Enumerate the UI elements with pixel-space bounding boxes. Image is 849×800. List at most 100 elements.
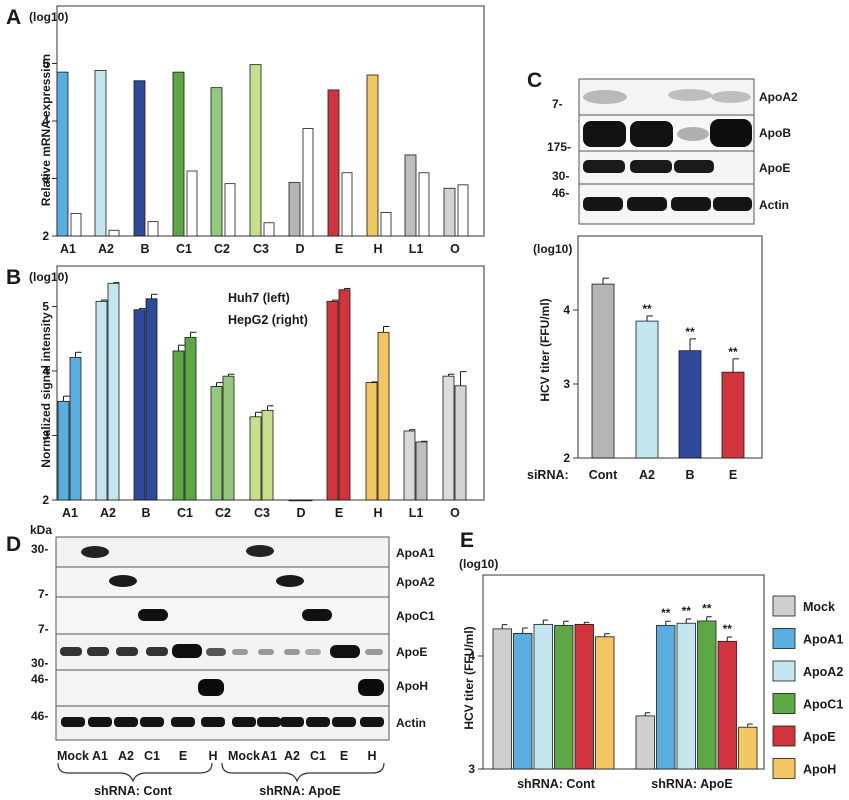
category-label-b: B <box>685 468 694 482</box>
band <box>630 121 673 147</box>
bar-c2-huh7 <box>210 386 223 501</box>
legend-label-apoa1: ApoA1 <box>803 633 843 647</box>
legend-swatch-apoc1 <box>772 693 796 714</box>
y-tick-label: 3 <box>42 429 49 443</box>
panel-a-yaxis: 2 3 4 5 <box>42 57 57 243</box>
band <box>583 121 626 147</box>
band <box>583 197 623 211</box>
group-label-e-cont: shRNA: Cont <box>517 777 596 791</box>
group-label-apoe: shRNA: ApoE <box>259 784 340 798</box>
band <box>81 546 109 558</box>
band <box>246 545 274 557</box>
band <box>284 649 300 655</box>
panel-e-log-label: (log10) <box>459 557 498 571</box>
category-label-e: E <box>335 242 343 256</box>
category-label-o: O <box>450 242 460 256</box>
bar-c1-huh7 <box>172 71 185 237</box>
panel-c-yaxis: 2 3 4 <box>563 303 578 465</box>
category-label-o: O <box>450 506 460 520</box>
group-label-e-apoe: shRNA: ApoE <box>651 777 732 791</box>
bar-e-huh7 <box>327 89 340 237</box>
category-label-a1: A1 <box>62 506 78 520</box>
panel-e-bars: ** ** ** ** <box>492 602 758 770</box>
actin-bands <box>61 717 384 727</box>
y-tick-label: 4 <box>42 114 49 128</box>
category-label-a2: A2 <box>100 506 116 520</box>
panel-a-bars <box>56 64 469 237</box>
lane-label-c1: C1 <box>144 749 160 763</box>
bar-d-hepg2 <box>300 499 313 502</box>
bar-mock-cont <box>492 628 512 770</box>
band <box>109 575 137 587</box>
bar-d-huh7 <box>288 499 301 502</box>
legend-label-apoh: ApoH <box>803 763 836 777</box>
bar-a1-hepg2 <box>70 213 82 237</box>
bar-c1-hepg2 <box>186 170 198 237</box>
band <box>302 609 332 621</box>
blot-d-apoa1 <box>55 536 390 568</box>
category-label-c3: C3 <box>253 242 269 256</box>
band <box>257 717 281 727</box>
blot-label-apoe: ApoE <box>759 161 790 175</box>
blot-label-actin-d: Actin <box>396 716 426 730</box>
band <box>232 649 248 655</box>
band <box>201 717 225 727</box>
panel-c-bars: ** ** ** <box>591 277 745 459</box>
marker-d-46b: 46- <box>31 709 48 723</box>
band <box>713 197 752 211</box>
lane-label-a1: A1 <box>261 749 277 763</box>
band <box>711 91 751 103</box>
bar-apoe-cont <box>574 623 594 770</box>
band <box>60 647 82 656</box>
significance-marker: ** <box>702 602 712 616</box>
category-label-a1: A1 <box>60 242 76 256</box>
bar-apoa2-cont <box>533 623 553 770</box>
category-label-e: E <box>335 506 343 520</box>
band <box>116 647 138 656</box>
category-label-cont: Cont <box>589 468 618 482</box>
category-label-c1: C1 <box>177 506 193 520</box>
category-label-a2: A2 <box>639 468 655 482</box>
panel-a-log-label: (log10) <box>29 10 68 24</box>
band <box>232 717 256 727</box>
band <box>674 160 714 173</box>
band <box>171 717 195 727</box>
band <box>276 575 304 587</box>
panel-c-blots <box>578 78 755 225</box>
significance-marker: ** <box>642 302 652 316</box>
panel-b-ylabel: Normalized signal intensity <box>39 312 53 468</box>
band <box>365 649 383 655</box>
lane-label-a2: A2 <box>284 749 300 763</box>
panel-b-log-label: (log10) <box>29 270 68 284</box>
bar-a2-hepg2 <box>107 282 120 501</box>
bar-apoc1-cont <box>554 625 574 770</box>
bar-h-hepg2 <box>377 331 390 501</box>
category-label-c2: C2 <box>215 506 231 520</box>
marker-d-30b: 30- <box>31 656 48 670</box>
panel-b-bars <box>57 282 467 502</box>
legend-label-apoc1: ApoC1 <box>803 698 843 712</box>
panel-b-yaxis: 2 3 4 5 <box>42 300 57 507</box>
panel-c-frame <box>577 235 763 459</box>
bar-l1-huh7 <box>404 154 417 237</box>
bar-o-huh7 <box>443 187 456 237</box>
band <box>671 197 711 211</box>
group-label-cont: shRNA: Cont <box>94 784 173 798</box>
bar-c1-huh7 <box>172 350 185 501</box>
category-label-h: H <box>373 506 382 520</box>
bar-a1-huh7 <box>57 400 70 501</box>
bar-mock-apoe <box>635 715 655 770</box>
blot-label-apoa2: ApoA2 <box>759 90 798 104</box>
bar-o-hepg2 <box>454 385 467 501</box>
band <box>630 160 672 173</box>
lane-label-mock: Mock <box>57 749 89 763</box>
bar-b <box>678 350 702 459</box>
category-label-b: B <box>140 242 149 256</box>
y-tick-label: 2 <box>42 229 49 243</box>
panel-c-log-label: (log10) <box>533 242 572 256</box>
bar-b-hepg2 <box>147 221 159 237</box>
panel-e-ylabel: HCV titer (FFU/ml) <box>462 626 476 729</box>
panel-d-kda: kDa <box>30 523 52 537</box>
band <box>583 90 627 104</box>
